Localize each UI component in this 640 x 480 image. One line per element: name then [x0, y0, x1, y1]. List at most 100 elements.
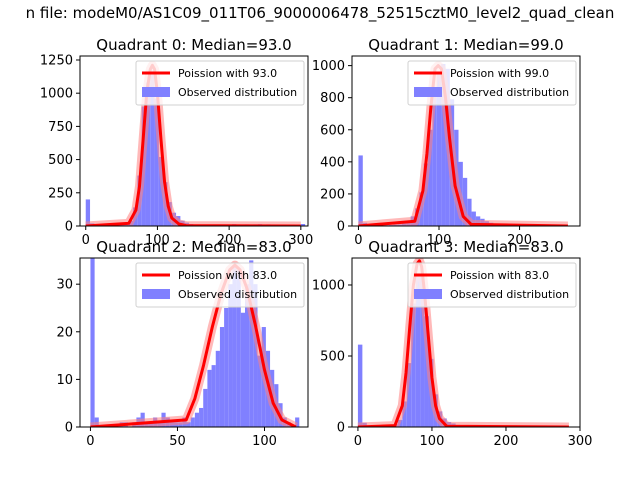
q2-ytick-label: 20 [56, 325, 73, 340]
q1-legend-observed-swatch [414, 87, 442, 97]
q2-hist-bar [194, 412, 200, 427]
q2-ytick-label: 0 [65, 421, 73, 436]
q3-hist-bar [402, 401, 407, 427]
q2-legend-observed-label: Observed distribution [178, 288, 297, 301]
q2-hist-bar [211, 365, 216, 427]
suptitle: n file: modeM0/AS1C09_011T06_9000006478_… [25, 4, 615, 22]
q2-ytick-label: 10 [56, 373, 73, 388]
q1-xtick-label: 100 [427, 233, 452, 248]
q3-hist-bar [415, 276, 421, 427]
q3-legend: Poission with 83.0 Observed distribution [407, 262, 577, 308]
q2-hist-bar [199, 407, 204, 427]
q1-panel: 0 100 200 0 200 400 600 800 1000 Quadrant 1: Medi… [312, 36, 581, 248]
q3-xtick-label: 0 [354, 434, 362, 449]
q1-legend-box [407, 60, 577, 106]
q2-hist-bar [232, 265, 237, 427]
q1-hist-bar [467, 198, 472, 226]
q0-panel: 0 100 200 300 0 250 500 750 1000 1250 Quadrant 0: … [40, 36, 313, 248]
q2-hist-bar [224, 307, 229, 427]
q1-hist-bar [358, 155, 363, 226]
q2-hist-bar [219, 327, 225, 427]
q2-xtick-label: 100 [252, 434, 277, 449]
q2-axes-frame [79, 257, 309, 428]
q0-hist-bar [158, 156, 164, 226]
q0-legend-box [135, 60, 305, 106]
q3-legend-observed-swatch [414, 289, 442, 299]
q0-xtick-label: 0 [82, 233, 90, 248]
q0-ytick-label: 1250 [40, 53, 73, 68]
q0-ytick-label: 750 [48, 120, 73, 135]
q0-legend-poisson-label: Poission with 93.0 [178, 67, 277, 80]
q3-axes-frame [351, 257, 581, 428]
q3-ytick-label: 0 [337, 421, 345, 436]
q0-ytick-label: 0 [65, 220, 73, 235]
q3-hist-bar [420, 273, 425, 427]
q2-hist-bar [240, 312, 245, 427]
q1-axes-frame [351, 55, 581, 227]
q3-hist-bar [411, 303, 416, 427]
q0-hist-bar [85, 199, 91, 226]
q3-legend-poisson-label: Poission with 83.0 [450, 269, 549, 282]
q3-ytick-label: 500 [320, 349, 345, 364]
q3-xtick-label: 300 [568, 434, 593, 449]
q3-hist-bar [424, 316, 429, 427]
q2-hist-bar [215, 350, 220, 427]
q1-hist-bar [436, 73, 442, 226]
q3-hist-bar [357, 344, 363, 427]
q2-hist-bar [228, 284, 233, 427]
q2-hist-bar [207, 369, 212, 427]
q2-panel: 0 50 100 0 10 20 30 Quadrant 2: Median=83.0 Pois… [56, 238, 309, 449]
q2-legend-poisson-label: Poission with 83.0 [178, 269, 277, 282]
q0-legend-observed-label: Observed distribution [178, 86, 297, 99]
q3-ytick-label: 1000 [312, 278, 345, 293]
q3-legend-box [407, 262, 577, 308]
q1-legend-observed-label: Observed distribution [450, 86, 569, 99]
q1-ytick-label: 600 [320, 123, 345, 138]
q1-hist-bar [432, 91, 437, 226]
q0-ytick-label: 1000 [40, 87, 73, 102]
q1-ytick-label: 800 [320, 91, 345, 106]
q1-ytick-label: 400 [320, 155, 345, 170]
q2-hist-bar [257, 355, 262, 427]
q2-hist-bar [90, 258, 95, 427]
q1-hist-bar [471, 211, 476, 226]
q2-xtick-label: 50 [169, 434, 186, 449]
q2-hist-bar [253, 284, 258, 427]
q0-hist-bar [150, 70, 155, 226]
q0-xtick-label: 200 [217, 233, 242, 248]
q3-panel: 0 100 200 300 0 500 1000 Quadrant 3: Median=83.… [312, 238, 593, 449]
q1-xtick-label: 0 [354, 233, 362, 248]
q3-xtick-label: 200 [494, 434, 519, 449]
q2-hist-bar [295, 417, 300, 427]
q2-xtick-label: 0 [86, 434, 94, 449]
q2-legend-box [135, 262, 305, 308]
q3-title: Quadrant 3: Median=83.0 [368, 238, 563, 256]
q2-legend-observed-swatch [142, 289, 170, 299]
q1-xtick-label: 200 [507, 233, 532, 248]
q3-xtick-label: 100 [420, 434, 445, 449]
q2-hist-bar [244, 284, 250, 427]
q0-xtick-label: 100 [145, 233, 170, 248]
q1-hist-bar [428, 129, 433, 226]
q1-legend: Poission with 99.0 Observed distribution [407, 60, 577, 106]
q2-hist-bar [190, 417, 195, 427]
q2-ytick-label: 30 [56, 278, 73, 293]
q0-ytick-label: 250 [48, 186, 73, 201]
q1-ytick-label: 200 [320, 187, 345, 202]
q0-axes-frame [79, 55, 309, 227]
q0-hist-bar [154, 98, 159, 226]
q2-title: Quadrant 2: Median=83.0 [96, 238, 291, 256]
q2-hist-bar [236, 269, 241, 427]
q0-legend-observed-swatch [142, 87, 170, 97]
q1-ytick-label: 0 [337, 220, 345, 235]
q1-legend-poisson-label: Poission with 99.0 [450, 67, 549, 80]
q2-legend: Poission with 83.0 Observed distribution [135, 262, 305, 308]
q1-title: Quadrant 1: Median=99.0 [368, 36, 563, 54]
q0-title: Quadrant 0: Median=93.0 [96, 36, 291, 54]
q0-ytick-label: 500 [48, 153, 73, 168]
q0-hist-bar [145, 82, 151, 226]
q0-xtick-label: 300 [288, 233, 313, 248]
q1-hist-bar [441, 64, 446, 226]
q0-hist-bar [300, 224, 306, 226]
